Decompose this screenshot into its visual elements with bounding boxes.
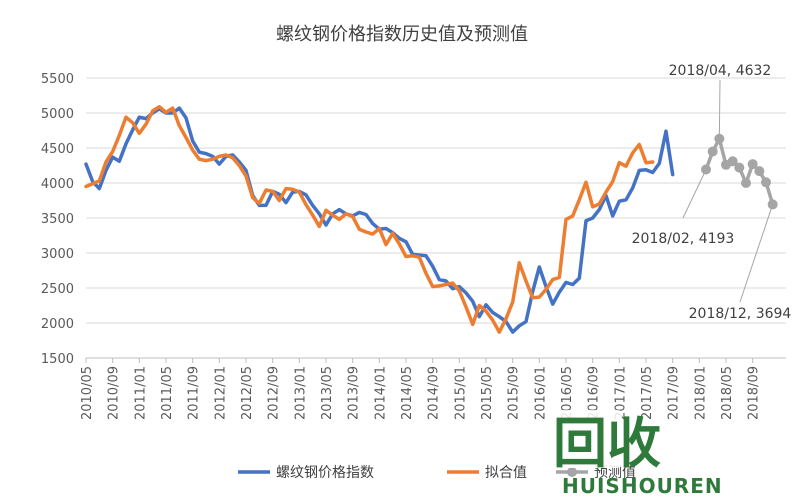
forecast-point [741, 178, 751, 188]
x-tick-label: 2016/01 [533, 366, 548, 420]
forecast-point [734, 162, 745, 173]
y-tick-label: 5500 [41, 72, 74, 87]
y-tick-label: 3500 [41, 212, 74, 227]
legend-label: 螺纹钢价格指数 [276, 465, 374, 481]
x-tick-label: 2014/05 [400, 366, 415, 420]
annotation-label: 2018/04, 4632 [669, 63, 772, 79]
annotation-label: 2018/02, 4193 [632, 231, 735, 247]
legend-marker [567, 467, 577, 477]
x-tick-label: 2012/05 [240, 366, 255, 420]
x-tick-label: 2016/05 [560, 366, 575, 420]
legend-label: 预测值 [594, 465, 636, 481]
forecast-point [707, 146, 718, 157]
forecast-point [747, 159, 758, 170]
x-tick-label: 2018/05 [720, 366, 735, 420]
chart-title: 螺纹钢价格指数历史值及预测值 [276, 24, 528, 45]
x-tick-label: 2011/01 [133, 366, 148, 420]
x-tick-label: 2016/09 [587, 366, 602, 420]
x-tick-label: 2013/09 [347, 366, 362, 420]
x-tick-label: 2017/01 [613, 366, 628, 420]
x-tick-label: 2015/01 [453, 366, 468, 420]
x-tick-label: 2010/05 [80, 366, 95, 420]
series-line-0 [84, 106, 675, 334]
annotation-label: 2018/12, 3694 [689, 306, 792, 322]
y-tick-label: 4500 [41, 142, 74, 157]
watermark: 回收 HUISHOUREN [552, 410, 723, 498]
series-line-1 [84, 104, 655, 334]
x-tick-label: 2013/01 [293, 366, 308, 420]
y-tick-label: 5000 [41, 107, 74, 122]
watermark-en-text: HUISHOUREN [562, 474, 723, 498]
annotation-leader [718, 79, 721, 139]
x-tick-label: 2015/05 [480, 366, 495, 420]
annotation-leader [739, 204, 774, 303]
annotations: 2018/04, 4632 2018/02, 4193 2018/12, 3694 [632, 63, 792, 322]
gridlines [86, 77, 786, 359]
x-tick-label: 2015/09 [507, 366, 522, 420]
x-tick-label: 2012/09 [267, 366, 282, 420]
x-tick-label: 2014/01 [373, 366, 388, 420]
x-axis: 2010/05 2010/09 2011/01 2011/05 2011/09 2012/… [80, 357, 786, 420]
y-axis: 1500 2000 2500 3000 3500 4000 4500 5000 5500 [41, 72, 74, 367]
x-tick-label: 2018/09 [747, 366, 762, 420]
x-tick-label: 2011/05 [160, 366, 175, 420]
y-tick-label: 1500 [41, 352, 74, 367]
legend: 螺纹钢价格指数 拟合值 预测值 [238, 465, 636, 481]
x-tick-label: 2013/05 [320, 366, 335, 420]
x-tick-label: 2012/01 [213, 366, 228, 420]
x-tick-label: 2014/09 [427, 366, 442, 420]
legend-label: 拟合值 [485, 465, 527, 481]
forecast-point [727, 156, 738, 167]
forecast-point [754, 166, 765, 177]
x-tick-label: 2017/09 [667, 366, 682, 420]
y-tick-label: 2000 [41, 317, 74, 332]
forecast-point [761, 177, 771, 188]
x-tick-label: 2017/05 [640, 366, 655, 420]
watermark-logo-box [552, 410, 622, 468]
x-tick-label: 2010/09 [107, 366, 122, 420]
annotation-leader [682, 169, 707, 219]
y-tick-label: 2500 [41, 282, 74, 297]
watermark-cn-text: 回收 [553, 412, 661, 475]
x-tick-label: 2011/09 [187, 366, 202, 420]
series-layer [84, 104, 778, 334]
y-tick-label: 4000 [41, 177, 74, 192]
x-tick-label: 2018/01 [693, 366, 708, 420]
y-tick-label: 3000 [41, 247, 74, 262]
